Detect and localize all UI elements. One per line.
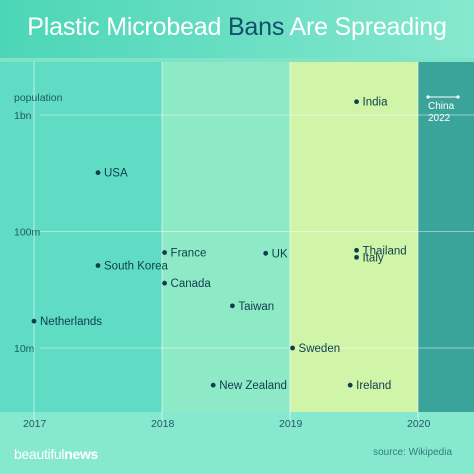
band-margin (0, 62, 34, 412)
point-ireland (347, 382, 353, 388)
point-south-korea (95, 263, 101, 268)
title-part-2: Are Spreading (284, 13, 447, 41)
point-france (162, 250, 167, 255)
point-label: Canada (171, 278, 212, 290)
point-label: Sweden (299, 343, 341, 355)
x-tick-label: 2020 (407, 418, 431, 430)
point-label: India (363, 97, 389, 109)
point-label: Netherlands (40, 316, 102, 328)
band-future (418, 62, 474, 412)
point-usa (95, 170, 101, 176)
footer (0, 443, 474, 474)
band-2019 (290, 62, 418, 412)
brand-part-2: news (64, 446, 99, 462)
point-new-zealand (210, 382, 216, 388)
band-2018 (162, 62, 290, 412)
y-tick-label: 100m (14, 227, 41, 239)
brand-logo: beautifulnews (14, 446, 98, 462)
point-uk (263, 250, 269, 256)
point-india (354, 99, 359, 105)
point-label: Taiwan (238, 301, 274, 313)
point-italy (354, 254, 359, 260)
point-thailand (354, 247, 359, 253)
x-tick-label: 2018 (151, 418, 175, 430)
future-ban-year: 2022 (428, 113, 451, 124)
point-netherlands (31, 318, 37, 324)
band-2017 (34, 62, 162, 412)
title-part-1: Plastic Microbead (27, 13, 228, 41)
point-label: Thailand (363, 245, 407, 257)
source-note: source: Wikipedia (373, 447, 452, 458)
point-label: France (171, 248, 207, 260)
title-bar (0, 0, 474, 58)
future-ban-label: China (428, 101, 455, 112)
y-axis-label: population (14, 92, 63, 104)
brand-part-1: beautiful (14, 446, 65, 462)
point-label: USA (104, 168, 128, 180)
chart-title: Plastic Microbead Bans Are Spreading (0, 0, 474, 58)
title-highlight: Bans (227, 13, 285, 41)
point-label: UK (272, 248, 288, 260)
point-taiwan (230, 303, 235, 309)
point-label: Ireland (356, 380, 391, 392)
point-label: South Korea (104, 261, 169, 273)
x-tick-label: 2019 (279, 418, 303, 430)
y-tick-label: 10m (14, 343, 35, 355)
x-axis-strip (0, 412, 474, 443)
point-label: Italy (363, 252, 384, 264)
point-canada (162, 280, 167, 286)
future-marker-end (456, 95, 460, 99)
x-tick-label: 2017 (23, 418, 47, 430)
point-sweden (290, 345, 295, 351)
y-tick-label: 1bn (14, 110, 32, 122)
point-label: New Zealand (219, 380, 287, 392)
future-marker-start (426, 95, 430, 99)
